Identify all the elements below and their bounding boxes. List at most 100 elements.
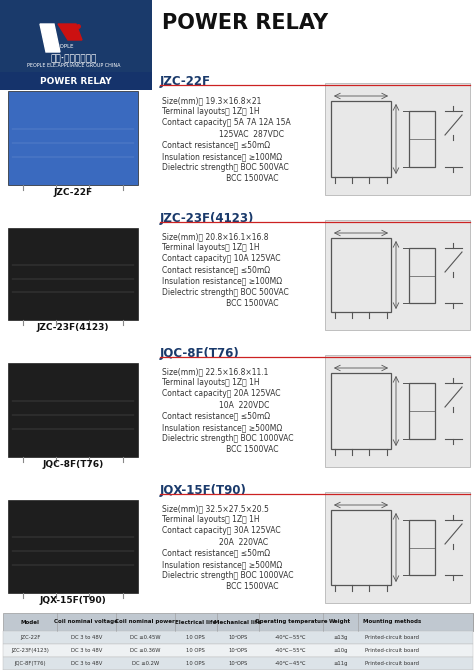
Text: DC ≤0.36W: DC ≤0.36W bbox=[130, 648, 160, 653]
Bar bbox=[3, 644, 473, 657]
Text: 中国·人民电器集团: 中国·人民电器集团 bbox=[51, 54, 97, 63]
Text: Contact capacity： 5A 7A 12A 15A: Contact capacity： 5A 7A 12A 15A bbox=[162, 119, 291, 127]
Text: -40℃~55℃: -40℃~55℃ bbox=[275, 635, 307, 640]
Bar bbox=[331, 373, 391, 449]
Bar bbox=[331, 510, 391, 585]
Text: Insulation resistance： ≥100MΩ: Insulation resistance： ≥100MΩ bbox=[162, 277, 282, 286]
Bar bbox=[409, 383, 435, 439]
Text: JZC-23F(4123): JZC-23F(4123) bbox=[11, 648, 49, 653]
Text: -40℃~45℃: -40℃~45℃ bbox=[275, 661, 307, 666]
Bar bbox=[8, 363, 138, 457]
Text: Terminal layouts： 1Z， 1H: Terminal layouts： 1Z， 1H bbox=[162, 107, 260, 116]
Text: BCC 1500VAC: BCC 1500VAC bbox=[162, 299, 279, 308]
Text: JQC-8F(T76): JQC-8F(T76) bbox=[42, 460, 104, 469]
Text: JZC-22F: JZC-22F bbox=[20, 635, 40, 640]
Text: POWER RELAY: POWER RELAY bbox=[40, 76, 112, 86]
Bar bbox=[8, 500, 138, 593]
Text: PEOPLE: PEOPLE bbox=[54, 44, 74, 49]
Text: Coil nominal voltage: Coil nominal voltage bbox=[55, 620, 118, 624]
Text: Size(mm)： 19.3×16.8×21: Size(mm)： 19.3×16.8×21 bbox=[162, 96, 261, 105]
Text: Contact resistance： ≤50mΩ: Contact resistance： ≤50mΩ bbox=[162, 265, 270, 275]
Text: Mounting methods: Mounting methods bbox=[363, 620, 421, 624]
Text: Dielectric strength： BOC 1000VAC: Dielectric strength： BOC 1000VAC bbox=[162, 434, 293, 443]
Text: JZC-22F: JZC-22F bbox=[54, 188, 92, 197]
Text: DC 3 to 48V: DC 3 to 48V bbox=[71, 648, 102, 653]
Bar bbox=[325, 220, 470, 330]
Text: JQX-15F(T90): JQX-15F(T90) bbox=[40, 596, 106, 605]
Text: 10 OPS: 10 OPS bbox=[186, 648, 205, 653]
Bar bbox=[8, 91, 138, 185]
Text: JQC-8F(T76): JQC-8F(T76) bbox=[160, 347, 240, 360]
Text: Terminal layouts： 1Z， 1H: Terminal layouts： 1Z， 1H bbox=[162, 515, 260, 524]
Text: DC ≤0.2W: DC ≤0.2W bbox=[132, 661, 159, 666]
Text: ≤10g: ≤10g bbox=[333, 648, 347, 653]
Text: 10 OPS: 10 OPS bbox=[186, 635, 205, 640]
Bar bbox=[331, 101, 391, 177]
Text: PEOPLE ELE.APPLIANCE GROUP CHINA: PEOPLE ELE.APPLIANCE GROUP CHINA bbox=[27, 63, 121, 68]
Text: ≤13g: ≤13g bbox=[333, 635, 347, 640]
Text: 10A  220VDC: 10A 220VDC bbox=[162, 401, 269, 409]
Text: JQX-15F(T90): JQX-15F(T90) bbox=[160, 484, 247, 497]
Bar bbox=[8, 228, 138, 320]
Polygon shape bbox=[40, 24, 60, 52]
Text: BCC 1500VAC: BCC 1500VAC bbox=[162, 174, 279, 184]
Text: Coil nominal power: Coil nominal power bbox=[115, 620, 175, 624]
Text: 10⁵OPS: 10⁵OPS bbox=[228, 661, 248, 666]
Text: Contact capacity： 20A 125VAC: Contact capacity： 20A 125VAC bbox=[162, 389, 281, 399]
Text: 10 OPS: 10 OPS bbox=[186, 661, 205, 666]
Text: 10⁵OPS: 10⁵OPS bbox=[228, 648, 248, 653]
Bar bbox=[409, 248, 435, 303]
Text: DC 3 to 48V: DC 3 to 48V bbox=[71, 661, 102, 666]
Text: Contact resistance： ≤50mΩ: Contact resistance： ≤50mΩ bbox=[162, 141, 270, 150]
Text: Insulation resistance： ≥500MΩ: Insulation resistance： ≥500MΩ bbox=[162, 423, 282, 432]
Text: DC ≤0.45W: DC ≤0.45W bbox=[130, 635, 161, 640]
Text: JZC-23F(4123): JZC-23F(4123) bbox=[160, 212, 255, 225]
Text: Contact resistance： ≤50mΩ: Contact resistance： ≤50mΩ bbox=[162, 412, 270, 421]
Text: Contact resistance： ≤50mΩ: Contact resistance： ≤50mΩ bbox=[162, 549, 270, 558]
Bar bbox=[331, 238, 391, 312]
Text: -40℃~55℃: -40℃~55℃ bbox=[275, 648, 307, 653]
Bar bbox=[325, 83, 470, 195]
Text: Operating temperature: Operating temperature bbox=[255, 620, 327, 624]
Text: Dielectric strength： BOC 500VAC: Dielectric strength： BOC 500VAC bbox=[162, 288, 289, 297]
Text: Contact capacity： 30A 125VAC: Contact capacity： 30A 125VAC bbox=[162, 527, 281, 535]
Text: Size(mm)： 20.8×16.1×16.8: Size(mm)： 20.8×16.1×16.8 bbox=[162, 232, 268, 241]
Bar bbox=[0, 72, 152, 90]
Bar bbox=[3, 631, 473, 644]
Text: Mechanical life: Mechanical life bbox=[214, 620, 262, 624]
Bar bbox=[0, 0, 152, 90]
Text: Model: Model bbox=[20, 620, 39, 624]
Bar bbox=[325, 355, 470, 467]
Bar bbox=[3, 657, 473, 670]
Text: 10⁵OPS: 10⁵OPS bbox=[228, 635, 248, 640]
Text: Terminal layouts： 1Z， 1H: Terminal layouts： 1Z， 1H bbox=[162, 243, 260, 252]
Text: Dielectric strength： BOC 500VAC: Dielectric strength： BOC 500VAC bbox=[162, 163, 289, 172]
Text: Contact capacity： 10A 125VAC: Contact capacity： 10A 125VAC bbox=[162, 255, 281, 263]
Text: DC 3 to 48V: DC 3 to 48V bbox=[71, 635, 102, 640]
Text: 20A  220VAC: 20A 220VAC bbox=[162, 537, 268, 547]
Text: JZC-22F: JZC-22F bbox=[160, 75, 211, 88]
Text: Printed-circuit board: Printed-circuit board bbox=[365, 648, 419, 653]
Text: Size(mm)： 22.5×16.8×11.1: Size(mm)： 22.5×16.8×11.1 bbox=[162, 367, 268, 376]
Text: Dielectric strength： BOC 1000VAC: Dielectric strength： BOC 1000VAC bbox=[162, 572, 293, 580]
Bar bbox=[3, 613, 473, 631]
Text: BCC 1500VAC: BCC 1500VAC bbox=[162, 582, 279, 592]
Text: Printed-circuit board: Printed-circuit board bbox=[365, 635, 419, 640]
Text: BCC 1500VAC: BCC 1500VAC bbox=[162, 446, 279, 454]
Text: Size(mm)： 32.5×27.5×20.5: Size(mm)： 32.5×27.5×20.5 bbox=[162, 504, 269, 513]
Text: 125VAC  287VDC: 125VAC 287VDC bbox=[162, 129, 284, 139]
Text: Insulation resistance： ≥500MΩ: Insulation resistance： ≥500MΩ bbox=[162, 560, 282, 569]
Bar bbox=[409, 520, 435, 575]
Text: Insulation resistance： ≥100MΩ: Insulation resistance： ≥100MΩ bbox=[162, 152, 282, 161]
Text: POWER RELAY: POWER RELAY bbox=[162, 13, 328, 33]
Bar bbox=[409, 111, 435, 167]
Polygon shape bbox=[58, 24, 82, 40]
Text: ≤11g: ≤11g bbox=[333, 661, 347, 666]
Text: JZC-23F(4123): JZC-23F(4123) bbox=[37, 323, 109, 332]
Text: Printed-circuit board: Printed-circuit board bbox=[365, 661, 419, 666]
Text: Terminal layouts： 1Z， 1H: Terminal layouts： 1Z， 1H bbox=[162, 378, 260, 387]
Text: JQC-8F(T76): JQC-8F(T76) bbox=[14, 661, 46, 666]
Text: Electrical life: Electrical life bbox=[175, 620, 216, 624]
Text: Weight: Weight bbox=[329, 620, 351, 624]
Bar bbox=[325, 492, 470, 603]
